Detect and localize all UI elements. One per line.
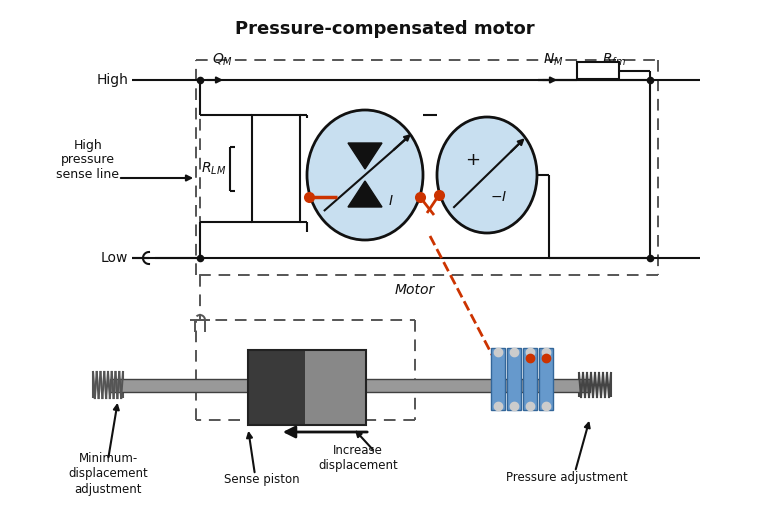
Bar — [110, 379, 590, 392]
Polygon shape — [348, 143, 382, 169]
Text: $R_{LM}$: $R_{LM}$ — [201, 160, 226, 176]
Text: High: High — [96, 73, 128, 87]
Text: Pressure-compensated motor: Pressure-compensated motor — [235, 20, 535, 38]
Text: Minimum-
displacement
adjustment: Minimum- displacement adjustment — [68, 452, 148, 496]
Bar — [248, 350, 305, 425]
Bar — [248, 350, 366, 425]
Text: Sense piston: Sense piston — [224, 473, 300, 486]
Text: High
pressure
sense line: High pressure sense line — [56, 139, 119, 182]
Bar — [305, 350, 366, 425]
Text: $I$: $I$ — [388, 194, 394, 208]
Bar — [523, 348, 537, 410]
Polygon shape — [348, 181, 382, 207]
Ellipse shape — [437, 117, 537, 233]
Text: $+$: $+$ — [465, 151, 480, 169]
Text: $N_M$: $N_M$ — [543, 52, 564, 68]
Text: $-I$: $-I$ — [490, 190, 507, 204]
Ellipse shape — [307, 110, 423, 240]
Text: $R_{fm}$: $R_{fm}$ — [602, 52, 626, 68]
Bar — [539, 348, 553, 410]
Text: Increase
displacement: Increase displacement — [318, 444, 398, 472]
Text: Pressure adjustment: Pressure adjustment — [506, 471, 628, 484]
Bar — [491, 348, 505, 410]
Bar — [577, 62, 619, 79]
Text: $Q_M$: $Q_M$ — [212, 52, 233, 68]
Bar — [507, 348, 521, 410]
Text: Motor: Motor — [395, 283, 435, 297]
Text: Low: Low — [101, 251, 128, 265]
Bar — [252, 115, 300, 222]
